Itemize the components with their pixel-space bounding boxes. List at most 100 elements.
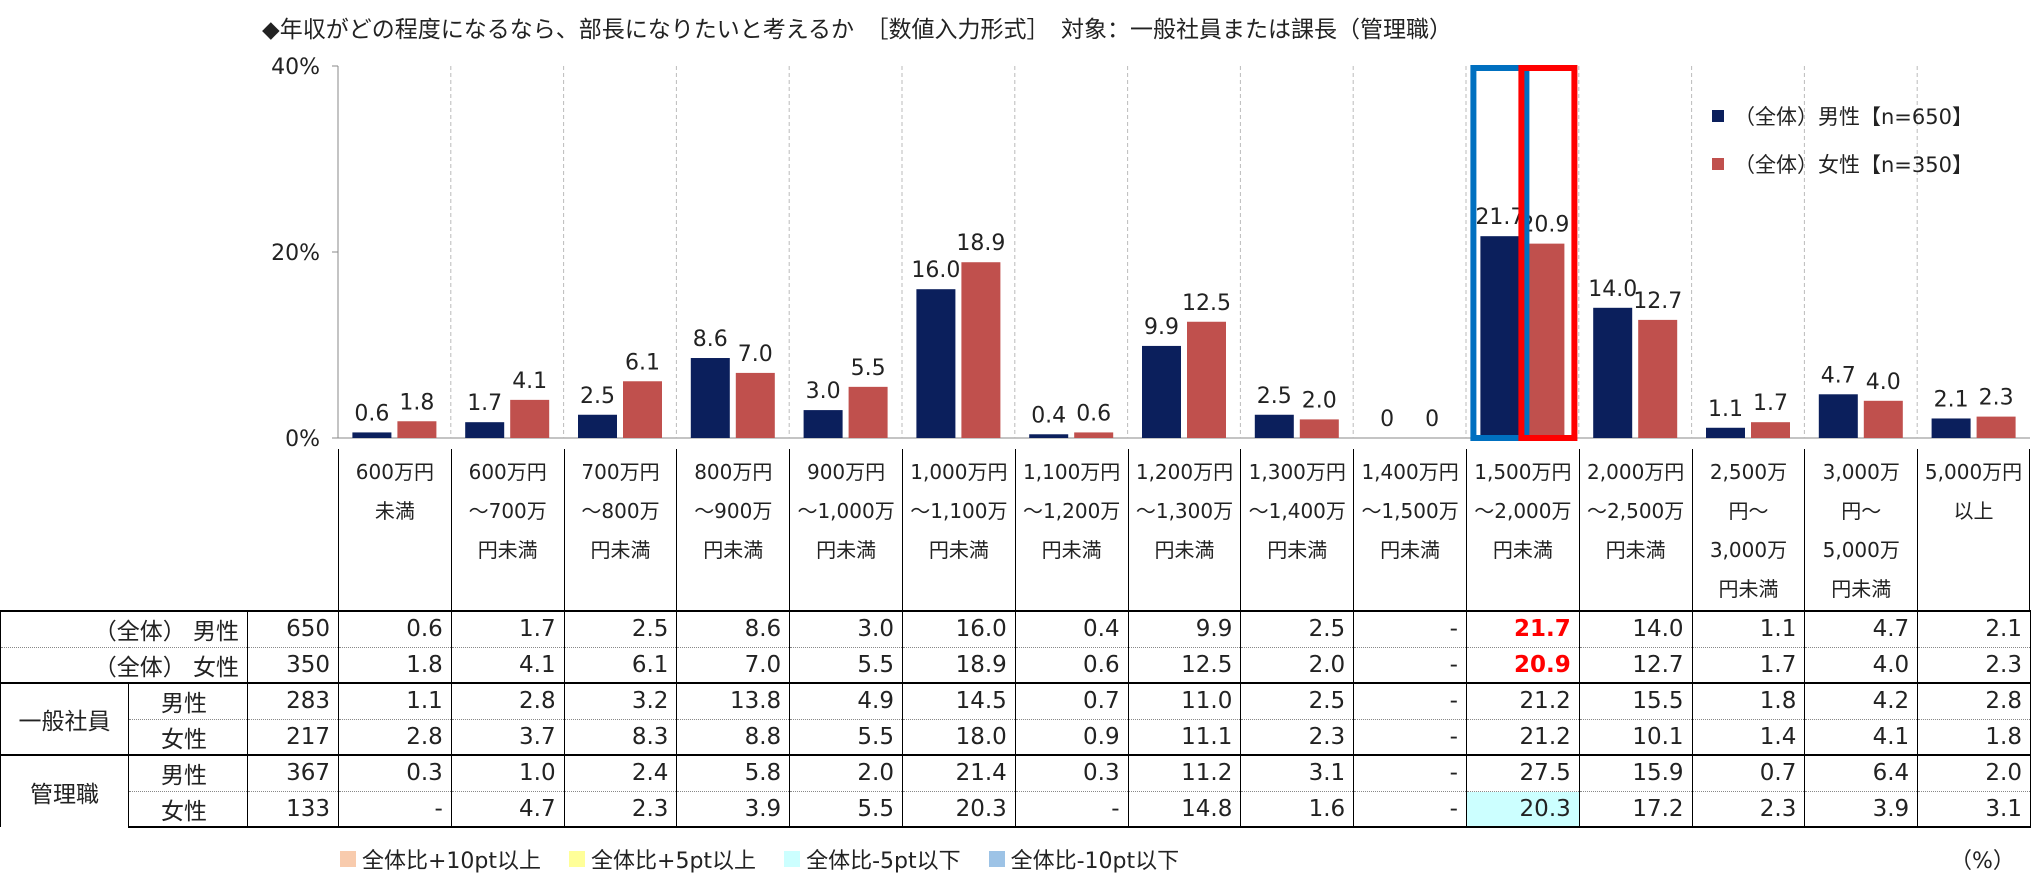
table-cell: 20.9	[1465, 646, 1580, 683]
table-cell: 3.9	[1804, 790, 1918, 828]
table-cell: 12.5	[1127, 646, 1241, 683]
table-cell: 1.8	[1917, 718, 2031, 755]
table-cell: 18.9	[901, 646, 1016, 683]
table-cell: 1.1	[1691, 610, 1805, 647]
table-cell: 9.9	[1127, 610, 1241, 647]
legend-swatch	[784, 851, 801, 867]
table-cell: 2.5	[1240, 610, 1354, 647]
table-cell: 0.4	[1014, 610, 1129, 647]
table-cell: 2.3	[1691, 790, 1805, 828]
table-cell: 1.8	[338, 646, 452, 683]
row-sub-label: 女性	[128, 790, 248, 828]
legend-text: 全体比-10pt以下	[1010, 849, 1180, 874]
category-label: 3,000万 円～ 5,000万 円未満	[1804, 449, 1917, 611]
table-cell: 0.7	[1014, 682, 1129, 719]
table-cell: 11.1	[1127, 718, 1241, 755]
unit-label: （%）	[1950, 849, 2015, 874]
bar-female	[735, 372, 775, 438]
table-row: 女性 133-4.7 2.3 3.9 5.5 20.3-14.8 1.6-20.3 17.2 2…	[1, 790, 2031, 828]
table-cell: -	[1353, 646, 1467, 683]
table-cell: 4.2	[1804, 682, 1918, 719]
table-cell: 4.9	[789, 682, 903, 719]
highlight-legend: 全体比+10pt以上 全体比+5pt以上 全体比-5pt以下 全体比-10pt以下	[340, 843, 1179, 875]
category-label: 1,300万円 ～1,400万 円未満	[1240, 449, 1353, 611]
table-cell: 0.6	[338, 610, 452, 647]
bar-male	[1593, 307, 1633, 438]
category-label: 2,000万円 ～2,500万 円未満	[1578, 449, 1692, 611]
bar-male	[690, 358, 730, 438]
table-cell: 1.6	[1240, 790, 1354, 828]
y-tick-label: 40%	[271, 55, 320, 80]
data-label-male: 14.0	[1588, 277, 1637, 302]
table-cell: 2.5	[563, 610, 677, 647]
data-label-female: 4.1	[512, 369, 547, 394]
table-cell: 6.4	[1804, 754, 1918, 791]
bar-male	[1706, 427, 1745, 438]
table-cell: 21.2	[1465, 718, 1580, 755]
table-cell: 14.8	[1127, 790, 1241, 828]
table-cell: 15.9	[1578, 754, 1693, 791]
legend-swatch	[340, 851, 356, 867]
legend-swatch	[988, 851, 1005, 867]
category-label: 1,000万円 ～1,100万 円未満	[901, 449, 1015, 611]
table-row: （全体） 女性 350 1.8 4.1 6.1 7.0 5.5 18.9 0.6 12.5 2.0-…	[0, 646, 2031, 683]
table-cell: 1.4	[1691, 718, 1805, 755]
table-cell: 14.0	[1578, 610, 1693, 647]
y-tick-label: 20%	[271, 241, 320, 266]
table-cell: 2.8	[1917, 682, 2031, 719]
row-n: 217	[247, 718, 339, 755]
highlight-legend-item: 全体比-10pt以下	[988, 843, 1180, 875]
y-tick-label: 0%	[285, 427, 320, 449]
header-spacer	[1, 449, 2031, 611]
table-cell: 21.4	[901, 754, 1016, 791]
table-cell: 10.1	[1578, 718, 1693, 755]
data-label-male: 16.0	[911, 258, 960, 283]
table-cell: 2.0	[1917, 754, 2031, 791]
table-cell: 20.3	[1465, 790, 1580, 828]
bar-female	[623, 381, 662, 438]
data-label-female: 1.8	[399, 390, 434, 415]
table-cell: 3.9	[676, 790, 790, 828]
table-cell: 0.9	[1014, 718, 1129, 755]
data-label-female: 12.5	[1182, 291, 1231, 316]
bar-male	[1254, 414, 1294, 438]
bar-male	[803, 410, 843, 438]
table-cell: 18.0	[901, 718, 1016, 755]
data-label-male: 2.5	[580, 384, 615, 409]
table-cell: 11.2	[1127, 754, 1241, 791]
data-label-male: 1.7	[467, 391, 502, 416]
data-label-female: 0.6	[1076, 401, 1111, 426]
table-cell: 2.0	[789, 754, 903, 791]
data-label-male: 0.4	[1031, 403, 1066, 428]
bar-female	[961, 262, 1001, 438]
bar-female	[1638, 319, 1678, 438]
table-cell: -	[1353, 718, 1467, 755]
data-table: （全体） 男性 650 0.6 1.7 2.5 8.6 3.0 16.0 0.4 9.9 2.5-2…	[0, 449, 2031, 828]
table-cell: -	[1014, 790, 1129, 828]
data-label-female: 2.0	[1302, 388, 1337, 413]
legend-text: 全体比-5pt以下	[806, 849, 961, 874]
data-label-female: 7.0	[738, 342, 773, 367]
table-cell: 15.5	[1578, 682, 1693, 719]
table-cell: 5.8	[676, 754, 790, 791]
table-cell: 3.2	[563, 682, 677, 719]
category-label: 1,400万円 ～1,500万 円未満	[1353, 449, 1466, 611]
table-cell: 4.7	[1804, 610, 1918, 647]
bar-female	[397, 421, 437, 438]
table-cell: 0.3	[338, 754, 452, 791]
table-cell: 8.3	[563, 718, 677, 755]
table-cell: 8.8	[676, 718, 790, 755]
table-cell: 0.7	[1691, 754, 1805, 791]
bar-chart: 0% 20% 40% 0.6 1.7 2.5 8.6 3.0 16.0 0.4 9.9 2.5 0 21.…	[271, 55, 2030, 449]
bar-male	[1480, 236, 1520, 438]
legend-label-female: （全体）女性【n=350】	[1734, 153, 1973, 177]
bar-male	[352, 432, 392, 438]
table-cell: 12.7	[1578, 646, 1693, 683]
category-label: 1,500万円 ～2,000万 円未満	[1465, 449, 1579, 611]
bar-male	[1931, 418, 1971, 438]
table-cell: 14.5	[901, 682, 1016, 719]
data-label-male: 2.1	[1934, 387, 1969, 412]
bar-male	[578, 414, 617, 438]
table-cell: 21.2	[1465, 682, 1580, 719]
table-cell: 13.8	[676, 682, 790, 719]
